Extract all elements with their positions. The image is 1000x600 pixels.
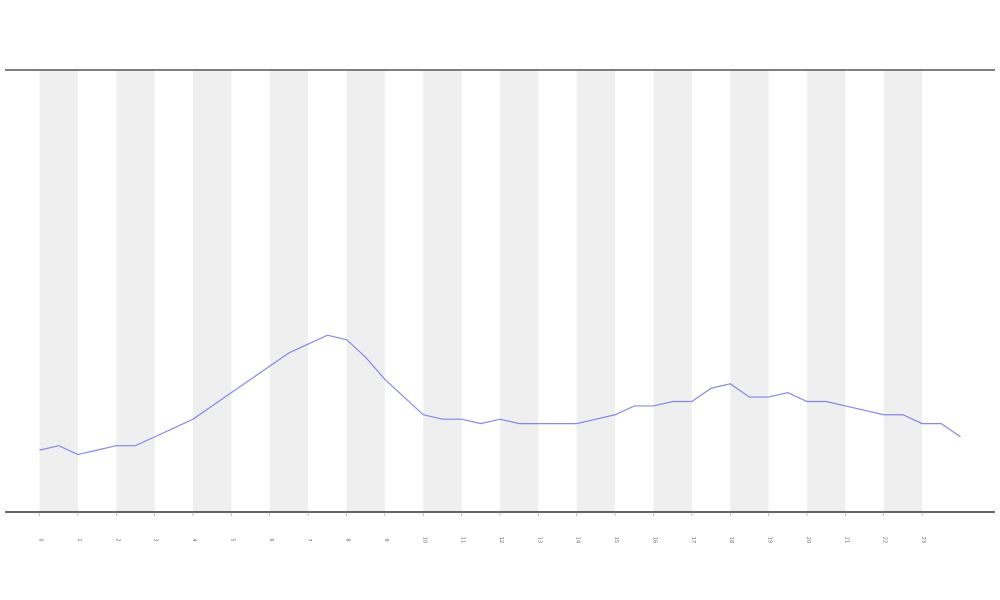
band: [116, 70, 155, 512]
x-tick-label: 22: [882, 537, 888, 543]
x-tick-label: 15: [613, 537, 619, 543]
x-tick-label: 8: [345, 538, 351, 541]
x-tick-label: 9: [383, 538, 389, 541]
band: [39, 70, 78, 512]
x-tick-label: 0: [38, 538, 44, 541]
x-tick-label: 5: [229, 538, 235, 541]
x-tick-label: 10: [421, 537, 427, 543]
bands: [39, 70, 923, 512]
x-tick-label: 21: [843, 537, 849, 543]
x-tick-label: 6: [268, 538, 274, 541]
x-tick-label: 12: [498, 537, 504, 543]
x-tick-label: 13: [536, 537, 542, 543]
band: [269, 70, 309, 512]
band: [730, 70, 769, 512]
x-tick-label: 23: [920, 537, 926, 543]
band: [653, 70, 692, 512]
x-tick-label: 4: [191, 538, 197, 541]
x-tick-label: 19: [767, 537, 773, 543]
x-tick-label: 16: [651, 537, 657, 543]
band: [576, 70, 616, 512]
band: [500, 70, 539, 512]
x-tick-label: 1: [76, 538, 82, 541]
x-tick-label: 20: [805, 537, 811, 543]
x-tick-label: 11: [460, 537, 466, 543]
x-tick-label: 3: [153, 538, 159, 541]
x-tick-label: 17: [690, 537, 696, 543]
x-tick-label: 18: [728, 537, 734, 543]
x-tick-label: 2: [114, 538, 120, 541]
band: [346, 70, 385, 512]
band: [423, 70, 462, 512]
band: [883, 70, 923, 512]
series-line: [39, 334, 961, 456]
x-tick-label: 14: [575, 537, 581, 543]
x-tick-label: 7: [306, 538, 312, 541]
band: [806, 70, 846, 512]
band: [193, 70, 232, 512]
